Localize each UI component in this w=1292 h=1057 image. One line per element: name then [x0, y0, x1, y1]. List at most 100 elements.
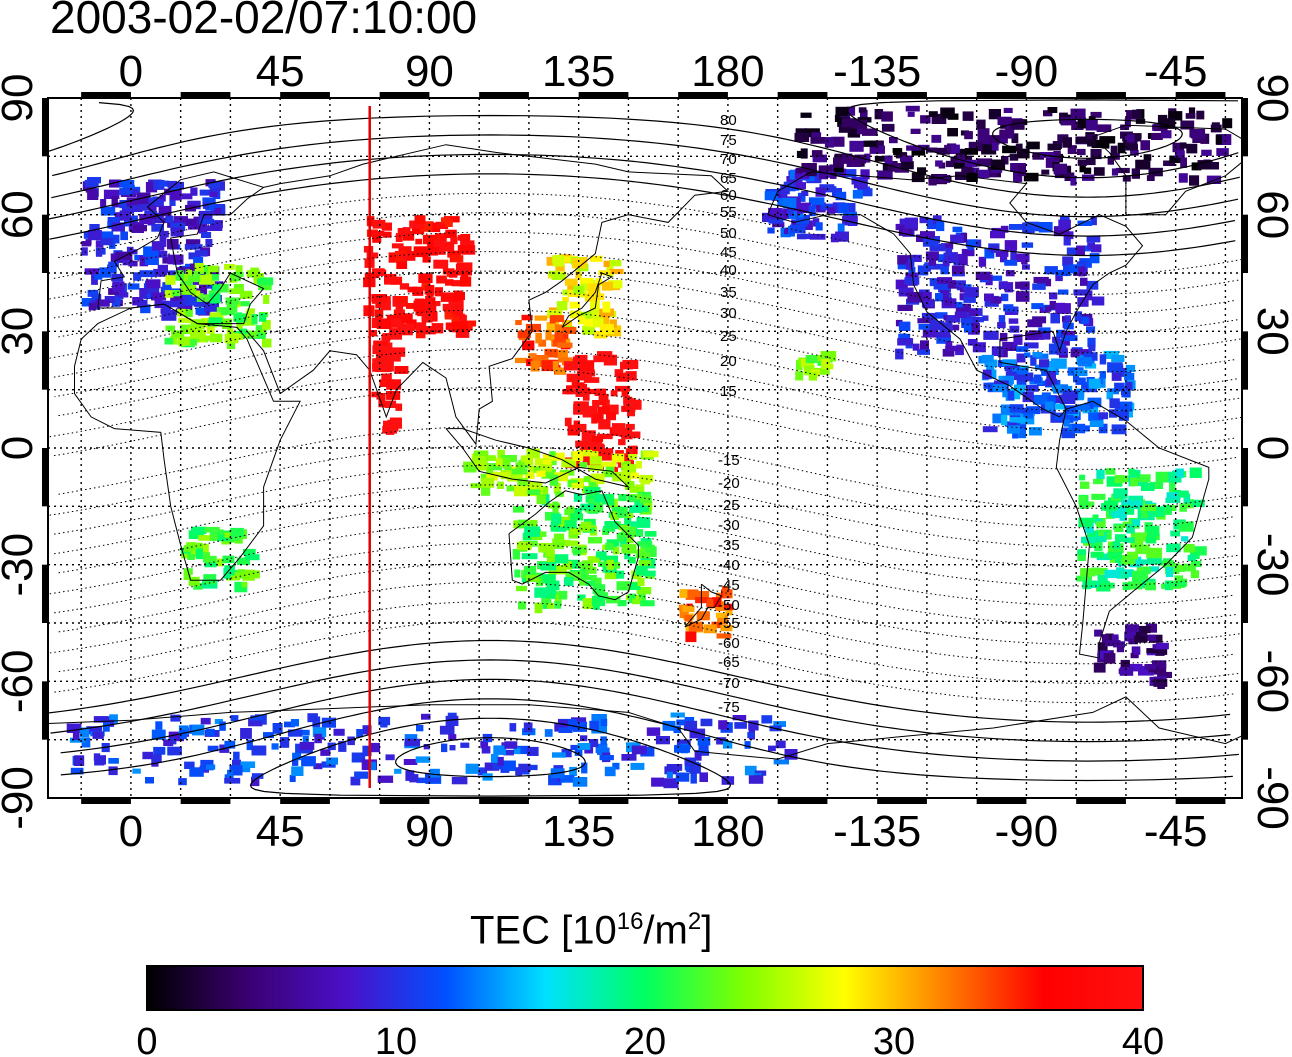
tec-cell	[565, 540, 579, 546]
tec-cell	[992, 413, 1004, 424]
tec-cell	[373, 340, 389, 347]
tec-cell	[1215, 134, 1222, 145]
tec-cell	[481, 746, 491, 754]
tec-cell	[1077, 159, 1087, 166]
tec-cell	[954, 311, 967, 318]
tec-cell	[1084, 522, 1094, 533]
tec-cell	[232, 759, 241, 766]
tec-cell	[153, 268, 168, 277]
tec-cell	[533, 466, 544, 473]
tec-cell	[1070, 175, 1077, 186]
tec-cell	[958, 255, 968, 265]
maglat-label-south: -55	[718, 615, 740, 632]
maglat-contour	[51, 465, 1235, 548]
tec-cell	[959, 287, 969, 293]
tec-cell	[1051, 358, 1067, 369]
tec-cell	[546, 322, 560, 332]
maglat-contour	[52, 542, 1236, 626]
tec-cell	[381, 301, 391, 311]
tec-cell	[1094, 541, 1103, 551]
tec-cell	[441, 217, 451, 224]
tec-cell	[133, 272, 142, 281]
tec-cell	[457, 235, 467, 241]
tec-cell	[312, 727, 327, 737]
tec-cell	[138, 200, 154, 211]
tec-cell	[1047, 107, 1058, 113]
tec-cell	[181, 193, 193, 200]
right-lat-label: 30	[1248, 307, 1292, 356]
tec-cell	[1114, 475, 1125, 484]
tec-cell	[591, 577, 602, 586]
tec-cell	[920, 115, 931, 124]
tec-cell	[1080, 245, 1093, 252]
tec-cell	[226, 302, 238, 313]
tec-cell	[800, 148, 808, 159]
tec-cell	[1066, 247, 1080, 255]
tec-cell	[598, 393, 609, 401]
tec-cell	[1101, 634, 1109, 643]
tec-cell	[427, 222, 441, 233]
tec-cell	[1132, 570, 1148, 581]
tec-cell	[1002, 145, 1017, 154]
frame-bar-top	[877, 92, 927, 98]
tec-cell	[132, 768, 141, 774]
tec-cell	[1105, 633, 1114, 643]
tec-cell	[605, 542, 614, 551]
tec-cell	[962, 111, 974, 121]
tec-cell	[1188, 107, 1196, 118]
tec-cell	[976, 158, 993, 167]
tec-cell	[1062, 137, 1072, 148]
tec-cell	[1093, 662, 1106, 673]
tec-cell	[87, 289, 99, 297]
tec-cell	[206, 282, 218, 289]
coastline	[508, 490, 639, 601]
tec-cell	[615, 385, 631, 392]
tec-cell	[158, 180, 169, 187]
tec-cell	[165, 215, 174, 223]
tec-cell	[925, 251, 939, 261]
tec-cell	[534, 602, 543, 614]
tec-cell	[1130, 500, 1143, 507]
tec-cell	[503, 749, 514, 756]
tec-cell	[395, 403, 403, 411]
frame-bar-bottom	[280, 798, 330, 804]
tec-cell	[761, 715, 773, 724]
tec-cell	[189, 767, 204, 777]
tec-cell	[174, 181, 184, 190]
tec-cell	[706, 599, 714, 609]
tec-cell	[605, 465, 615, 472]
frame-bar-bottom	[81, 798, 131, 804]
tec-cell	[578, 315, 586, 325]
tec-cell	[562, 320, 572, 331]
frame-bar-top	[379, 92, 430, 98]
tec-cell	[538, 339, 547, 347]
tec-cell	[614, 369, 624, 377]
tec-cell	[1015, 143, 1023, 152]
tec-cell	[100, 206, 116, 216]
tec-cell	[1125, 144, 1138, 151]
tec-cell	[558, 590, 568, 600]
tec-cell	[251, 776, 260, 787]
tec-cell	[535, 572, 544, 582]
tec-cell	[1130, 149, 1139, 156]
tec-cell	[547, 555, 560, 562]
tec-cell	[517, 330, 531, 339]
tec-cell	[1093, 167, 1105, 176]
maglat-contour	[49, 367, 1235, 451]
tec-cell	[640, 600, 655, 607]
tec-cell	[1023, 342, 1039, 349]
maglat-label-north: 45	[720, 244, 737, 261]
left-lat-label: -90	[0, 766, 42, 830]
tec-region-arctic	[794, 105, 1233, 186]
tec-cell	[94, 274, 103, 280]
tec-cell	[569, 310, 581, 319]
maglat-contour	[48, 99, 1239, 179]
tec-cell	[1004, 259, 1018, 266]
tec-cell	[1080, 349, 1092, 356]
tec-cell	[990, 296, 1002, 304]
tec-cell	[642, 451, 659, 458]
tec-cell	[1155, 642, 1169, 650]
tec-cell	[895, 152, 908, 159]
tec-cell	[549, 451, 556, 457]
tec-cell	[1190, 570, 1200, 579]
